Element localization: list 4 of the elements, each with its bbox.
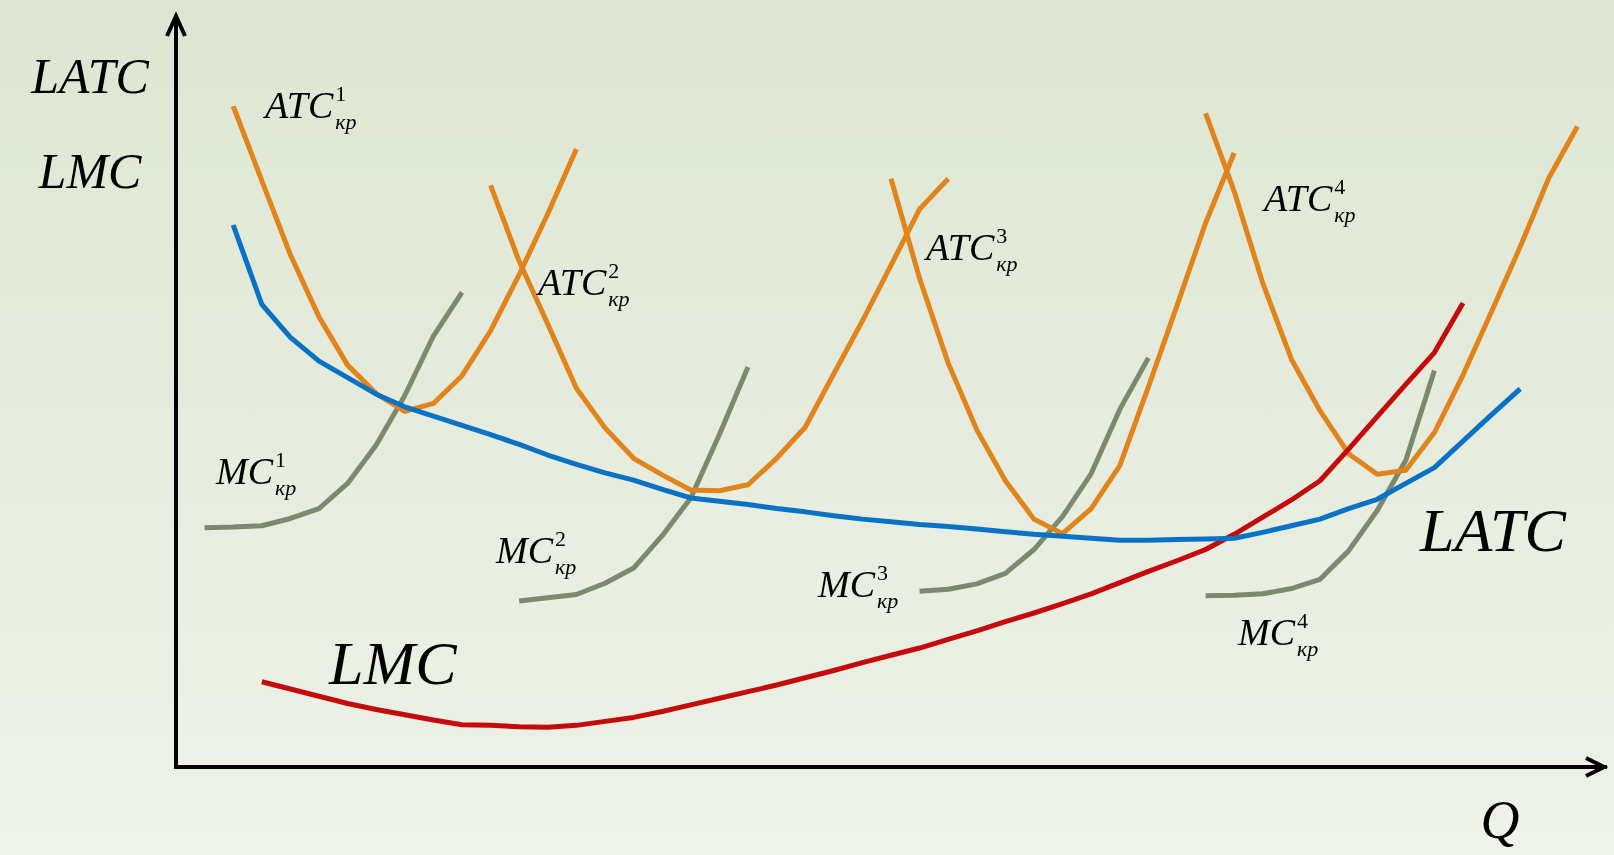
y-axis-title: LATC LMC bbox=[30, 48, 150, 199]
x-axis-title: Q bbox=[1480, 790, 1520, 850]
series-label: LMC bbox=[328, 629, 458, 697]
series-label: LATC bbox=[1419, 496, 1567, 564]
